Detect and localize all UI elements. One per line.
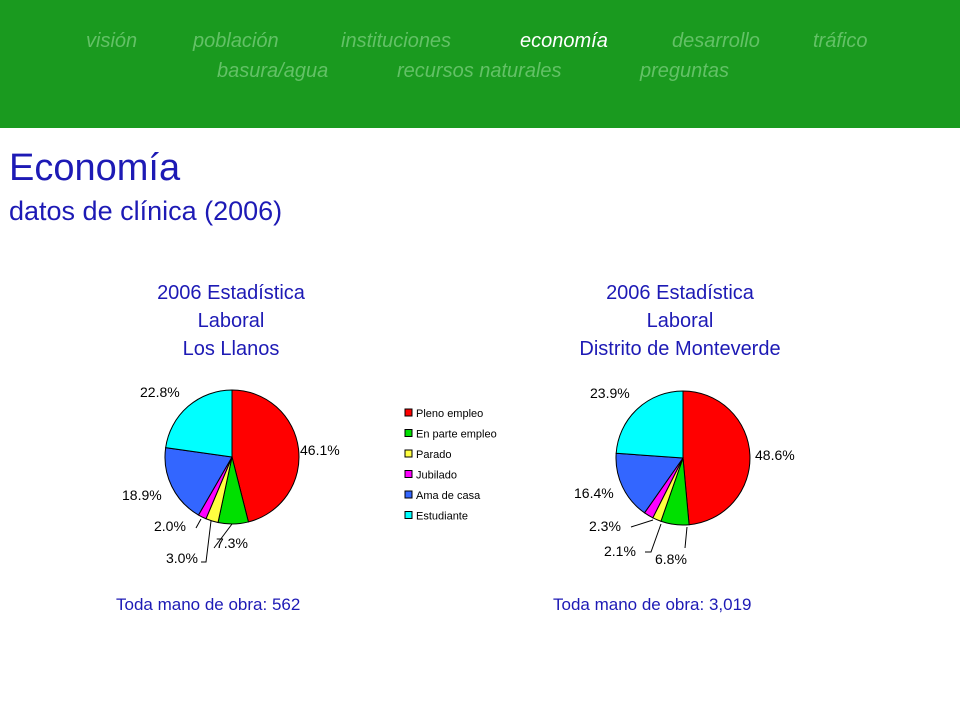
pie-slice [231,389,300,523]
pie-slice [165,389,233,458]
data-label: 18.9% [122,487,162,503]
data-label: 23.9% [590,385,630,401]
chart-title-line: Distrito de Monteverde [579,338,781,360]
chart-title-line: 2006 Estadística [157,282,305,304]
top-nav-bar: visión población instituciones economía … [0,0,960,128]
page-title: Economía [9,147,181,189]
total-workforce-los-llanos: Toda mano de obra: 562 [116,595,301,614]
nav-item-desarrollo[interactable]: desarrollo [672,30,760,52]
legend-entry: En parte empleo [416,429,497,441]
label-leader-line [630,519,654,528]
data-label: 7.3% [216,535,248,551]
legend-swatch [404,470,413,478]
nav-item-instituciones[interactable]: instituciones [341,30,452,52]
legend-entry: Parado [416,449,451,461]
legend-box [398,400,518,530]
data-label: 2.3% [589,518,621,534]
legend-entry: Ama de casa [416,490,481,502]
nav-item-basura-agua[interactable]: basura/agua [217,60,329,82]
nav-item-poblacion[interactable]: población [193,30,279,52]
chart-title-line: 2006 Estadística [606,282,754,304]
legend-entry: Estudiante [416,511,468,523]
label-leader-line [195,518,202,529]
chart-title-line: Laboral [197,310,265,332]
chart-title-line: Los Llanos [182,338,280,360]
legend-swatch [404,408,413,417]
nav-item-vision[interactable]: visión [86,30,138,52]
data-label: 2.0% [154,518,186,534]
label-leader-line [684,526,688,549]
label-leader-line [645,523,662,553]
total-workforce-monteverde: Toda mano de obra: 3,019 [553,595,752,614]
nav-item-economia[interactable]: economía [520,30,608,52]
chart-title-monteverde: 2006 Estadística Laboral Distrito de Mon… [520,279,840,363]
data-label: 48.6% [755,447,795,463]
legend-swatch [404,449,413,458]
data-label: 22.8% [140,384,180,400]
data-label: 3.0% [166,550,198,566]
data-label: 2.1% [604,543,636,559]
legend-swatch [404,511,413,519]
data-label: 46.1% [300,442,340,458]
data-label: 6.8% [655,551,687,567]
legend-swatch [404,429,413,437]
page-subtitle: datos de clínica (2006) [9,196,283,226]
label-leader-line [213,523,233,549]
legend-entry: Jubilado [416,470,457,482]
label-leader-line [201,520,212,563]
nav-item-trafico[interactable]: tráfico [813,30,868,52]
pie-slice [615,390,684,459]
nav-item-preguntas[interactable]: preguntas [640,60,729,82]
legend-entry: Pleno empleo [416,408,483,420]
chart-title-line: Laboral [646,310,714,332]
chart-title-los-llanos: 2006 Estadística Laboral Los Llanos [71,279,391,363]
pie-slice [682,390,751,526]
pie-slice [164,447,233,516]
pie-slice [615,452,684,514]
data-label: 16.4% [574,485,614,501]
nav-item-recursos-naturales[interactable]: recursos naturales [397,60,562,82]
legend-swatch [404,490,413,499]
